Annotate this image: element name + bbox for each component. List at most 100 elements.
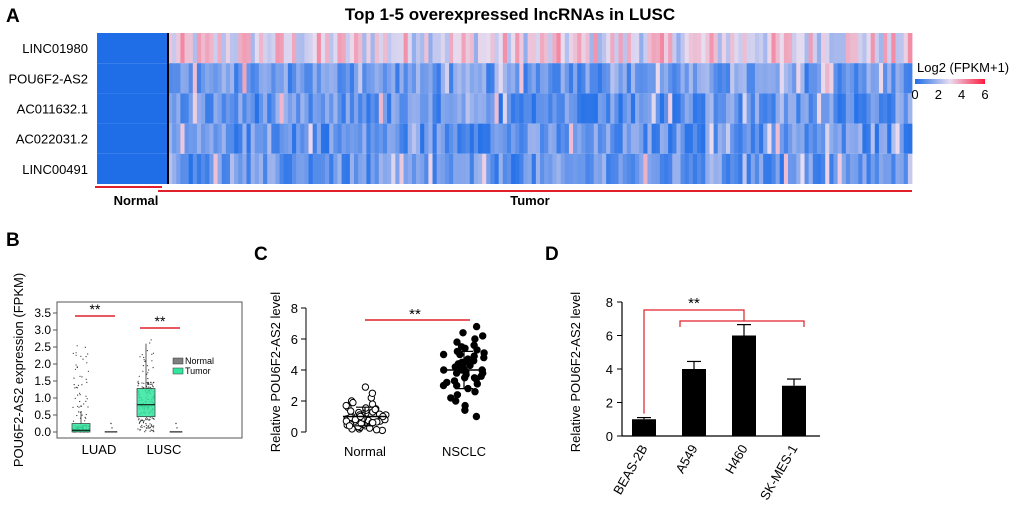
heatmap-tumor-cell — [416, 63, 421, 94]
heatmap-tumor-cell — [883, 93, 888, 124]
heatmap-tumor-cell — [651, 153, 657, 184]
heatmap-tumor-cell — [655, 63, 661, 94]
heatmap-tumor-cell — [387, 33, 392, 64]
heatmap-tumor-cell — [788, 63, 793, 94]
panel-b-tumor-point — [137, 383, 140, 385]
heatmap-tumor-cell — [349, 153, 355, 184]
heatmap-tumor-cell — [395, 63, 400, 94]
heatmap-tumor-cell — [672, 33, 677, 64]
heatmap-tumor-cell — [374, 123, 380, 154]
heatmap-tumor-cell — [701, 33, 706, 64]
heatmap-tumor-cell — [560, 153, 566, 184]
heatmap-tumor-cell — [292, 93, 297, 124]
heatmap-tumor-cell — [279, 33, 285, 64]
panel-b-tumor-point — [87, 406, 89, 408]
panel-b-tumor-point — [138, 422, 140, 424]
heatmap-tumor-cell — [457, 123, 462, 154]
heatmap-tumor-cell — [713, 63, 719, 94]
heatmap-tumor-cell — [738, 63, 743, 94]
panel-b-y-tick-label: 2.0 — [34, 357, 51, 371]
panel-b-tumor-point — [72, 352, 74, 354]
heatmap-tumor-cell — [180, 63, 185, 94]
heatmap-tumor-cell — [341, 153, 347, 184]
heatmap-tumor-cell — [618, 123, 624, 154]
heatmap-tumor-cell — [424, 153, 429, 184]
heatmap-tumor-cell — [527, 93, 533, 124]
panel-d-y-tick-label: 6 — [606, 329, 613, 344]
heatmap-tumor-cell — [267, 93, 272, 124]
heatmap-tumor-cell — [763, 63, 768, 94]
panel-b-tumor-point — [85, 356, 87, 358]
heatmap-tumor-cell — [680, 93, 686, 124]
heatmap-tumor-cell — [465, 123, 471, 154]
heatmap-tumor-cell — [428, 63, 433, 94]
heatmap-tumor-cell — [738, 123, 743, 154]
heatmap-tumor-cell — [655, 93, 661, 124]
heatmap-tumor-cell — [560, 123, 566, 154]
heatmap-tumor-cell — [440, 93, 446, 124]
heatmap-tumor-cell — [626, 33, 632, 64]
heatmap-tumor-cell — [395, 153, 400, 184]
heatmap-tumor-cell — [168, 93, 173, 124]
heatmap-tumor-cell — [630, 153, 636, 184]
panel-b-tumor-point — [151, 360, 153, 362]
heatmap-tumor-cell — [622, 33, 628, 64]
panel-b-sig-label: ** — [90, 301, 101, 317]
heatmap-tumor-cell — [887, 63, 892, 94]
heatmap-tumor-cell — [705, 93, 710, 124]
panel-d-x-label: SK-MES-1 — [757, 442, 801, 503]
heatmap-tumor-cell — [618, 63, 624, 94]
heatmap-tumor-cell — [887, 123, 892, 154]
heatmap-tumor-cell — [602, 93, 607, 124]
heatmap-tumor-cell — [486, 123, 491, 154]
heatmap-tumor-cell — [209, 63, 214, 94]
heatmap-tumor-cell — [205, 153, 210, 184]
heatmap-tumor-cell — [552, 123, 557, 154]
heatmap-tumor-cell — [535, 33, 541, 64]
heatmap-tumor-cell — [416, 123, 421, 154]
heatmap-tumor-cell — [779, 33, 785, 64]
heatmap-tumor-cell — [527, 123, 533, 154]
heatmap-tumor-cell — [606, 153, 611, 184]
heatmap-tumor-cell — [506, 153, 512, 184]
heatmap-tumor-cell — [196, 123, 202, 154]
panel-a: A Top 1-5 overexpressed lncRNAs in LUSC … — [6, 5, 1009, 208]
panel-b-tumor-point — [141, 386, 143, 388]
heatmap-tumor-cell — [581, 153, 586, 184]
heatmap-tumor-cell — [461, 33, 466, 64]
heatmap-tumor-cell — [717, 123, 723, 154]
panel-b-tumor-point — [86, 398, 88, 400]
heatmap-tumor-cell — [325, 93, 330, 124]
heatmap-tumor-cell — [783, 93, 789, 124]
heatmap-tumor-cell — [225, 63, 231, 94]
panel-b-tumor-point — [149, 423, 151, 425]
heatmap-tumor-cell — [304, 63, 309, 94]
heatmap-tumor-cell — [771, 63, 776, 94]
heatmap-tumor-cell — [821, 123, 826, 154]
heatmap-tumor-cell — [515, 33, 520, 64]
heatmap-tumor-cell — [874, 63, 880, 94]
heatmap-tumor-cell — [742, 123, 748, 154]
heatmap-tumor-cell — [168, 153, 173, 184]
heatmap-row-label-3: AC011632.1 — [17, 102, 88, 117]
heatmap-tumor-cell — [234, 123, 239, 154]
heatmap-tumor-cell — [527, 33, 533, 64]
heatmap-tumor-cell — [577, 153, 582, 184]
heatmap-tumor-cell — [354, 93, 359, 124]
heatmap-tumor-cell — [635, 33, 640, 64]
heatmap-tumor-cell — [482, 153, 487, 184]
heatmap-tumor-cell — [800, 123, 805, 154]
heatmap-tumor-cell — [407, 33, 413, 64]
panel-b-tumor-point — [80, 405, 82, 407]
heatmap-tumor-cell — [283, 33, 289, 64]
heatmap-tumor-cell — [812, 33, 818, 64]
heatmap-tumor-cell — [535, 63, 541, 94]
heatmap-tumor-cell — [523, 63, 528, 94]
heatmap-tumor-cell — [515, 123, 520, 154]
heatmap-tumor-cell — [292, 33, 297, 64]
heatmap-tumor-cell — [234, 153, 239, 184]
heatmap-tumor-cell — [754, 93, 760, 124]
heatmap-tumor-cell — [552, 63, 557, 94]
panel-c-nsclc-point — [470, 374, 479, 382]
